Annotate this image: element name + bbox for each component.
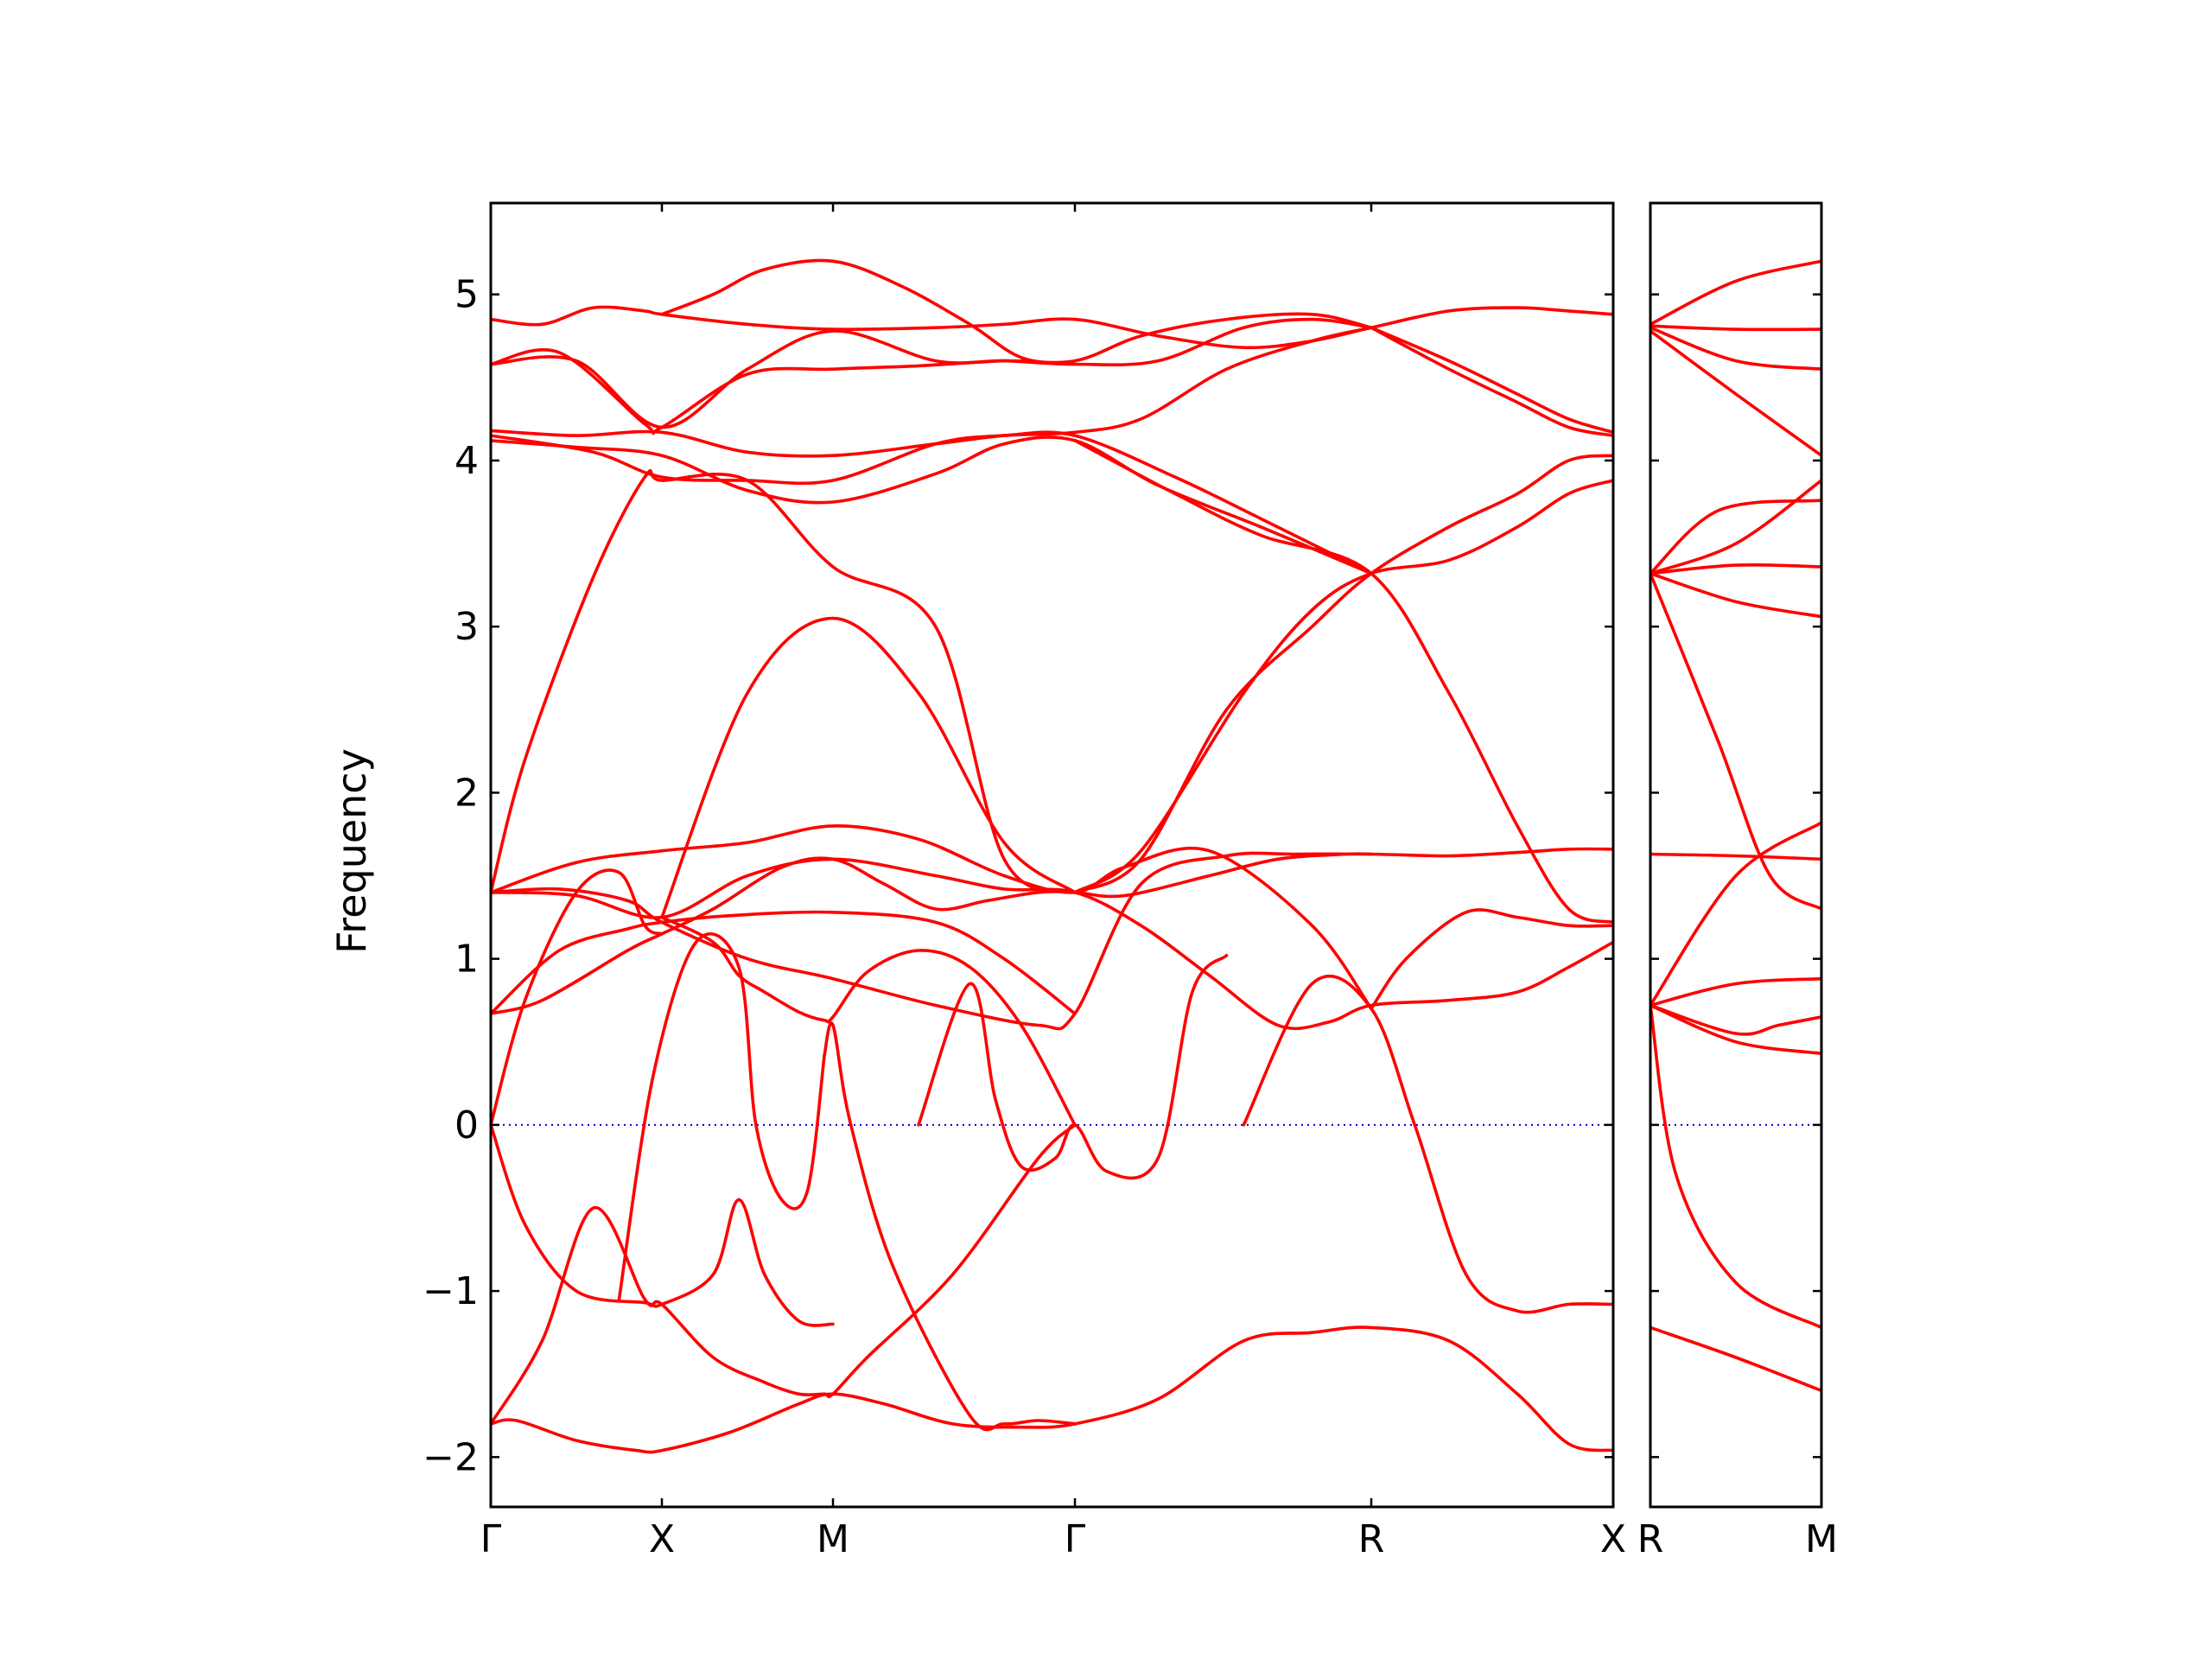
- phonon-band-15: [660, 616, 1077, 919]
- phonon-band-10: [491, 910, 1077, 1015]
- phonon-band-15: [1650, 1003, 1821, 1330]
- phonon-band-26: [1370, 326, 1613, 435]
- phonon-band-22: [491, 312, 1373, 435]
- phonon-band-6: [1650, 479, 1821, 575]
- phonon-band-29: [1370, 908, 1613, 1011]
- phonon-band-7: [823, 1021, 1077, 1432]
- phonon-band-1: [1650, 259, 1821, 327]
- phonon-band-11: [491, 847, 1613, 1031]
- phonon-band-9: [1650, 571, 1821, 911]
- plot-frame: [489, 201, 1615, 1509]
- phonon-band-16: [1650, 1325, 1821, 1393]
- x-tick-label: M: [817, 1517, 849, 1561]
- phonon-band-9: [491, 852, 1373, 1015]
- phonon-band-3: [491, 1123, 835, 1327]
- phonon-band-2: [1650, 324, 1821, 332]
- y-tick-label: 4: [454, 439, 479, 483]
- phonon-band-4: [1650, 329, 1821, 457]
- phonon-band-16: [1073, 454, 1613, 894]
- x-tick-label: Γ: [1065, 1517, 1086, 1561]
- x-tick-label: Γ: [480, 1517, 502, 1561]
- panel-main: −2 −1 0 1 2 3 4 5 Γ X M Γ R X: [423, 201, 1626, 1561]
- phonon-band-8: [917, 954, 1229, 1180]
- phonon-band-13: [491, 824, 1373, 1011]
- x-tick-label: R: [1358, 1517, 1385, 1561]
- y-tick-label: −1: [423, 1269, 479, 1313]
- phonon-band-12: [491, 857, 1613, 1031]
- phonon-band-12: [1650, 976, 1821, 1007]
- phonon-band-19: [491, 435, 1373, 575]
- y-tick-label: 3: [454, 605, 479, 649]
- x-tick-label: X: [649, 1517, 675, 1561]
- x-tick-label: M: [1805, 1517, 1838, 1561]
- phonon-band-11: [1650, 821, 1821, 1007]
- phonon-band-5: [491, 868, 664, 1127]
- phonon-band-2: [491, 1123, 1077, 1426]
- phonon-band-24: [491, 305, 1613, 350]
- y-tick-label: −2: [423, 1435, 479, 1479]
- phonon-band-13: [1650, 1003, 1821, 1036]
- phonon-band-14: [491, 468, 1077, 894]
- phonon-band-23: [491, 317, 1373, 429]
- phonon-band-7: [1650, 563, 1821, 575]
- phonon-band-28: [1242, 974, 1613, 1314]
- phonon-band-14: [1650, 1003, 1821, 1055]
- phonon-band-3: [1650, 326, 1821, 371]
- plot-frame: [1649, 201, 1823, 1509]
- phonon-band-10: [1650, 852, 1821, 861]
- phonon-band-25: [660, 258, 1077, 366]
- phonon-band-8: [1650, 571, 1821, 619]
- phonon-band-5: [1650, 499, 1821, 575]
- phonon-band-6: [617, 932, 826, 1301]
- x-tick-label: R: [1637, 1517, 1664, 1561]
- phonon-band-1: [491, 1325, 1613, 1454]
- y-tick-label: 1: [454, 938, 479, 982]
- y-axis-label: Frequency: [328, 748, 375, 954]
- y-tick-label: 2: [454, 771, 479, 815]
- y-tick-label: 0: [454, 1103, 479, 1147]
- phonon-band-27: [1370, 326, 1613, 437]
- phonon-band-17: [1073, 479, 1613, 894]
- phonon-band-20: [491, 430, 1373, 575]
- x-tick-label: X: [1600, 1517, 1626, 1561]
- y-tick-label: 5: [454, 273, 479, 317]
- phonon-band-4: [660, 915, 1077, 1127]
